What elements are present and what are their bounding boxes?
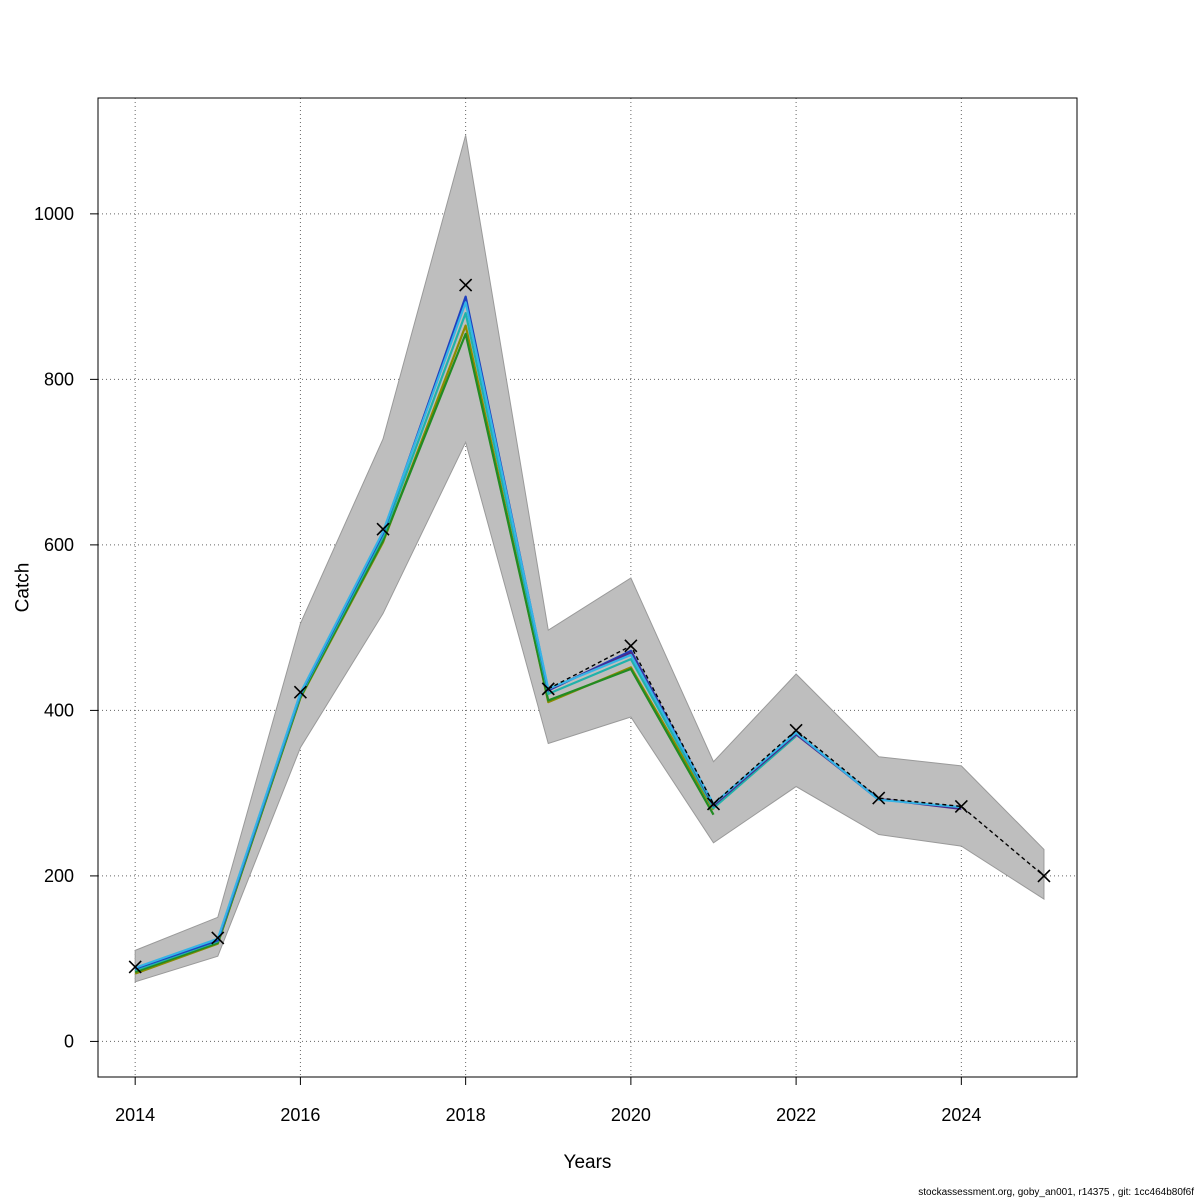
observed-point — [706, 797, 721, 811]
confidence-band-layer — [134, 135, 1045, 983]
y-axis: 0 200 400 600 800 1000 — [34, 204, 98, 1051]
confidence-band — [134, 135, 1045, 983]
observed-point — [128, 960, 142, 974]
grid-lines — [98, 98, 1077, 1077]
observed-point — [376, 522, 390, 536]
plot-frame — [97, 97, 1078, 1078]
observed-point — [293, 685, 307, 699]
observed-point — [624, 639, 638, 653]
footer-note: stockassessment.org, goby_an001, r14375 … — [918, 1187, 1194, 1198]
x-tick-label: 2022 — [776, 1105, 816, 1125]
observed-layer — [128, 278, 1051, 974]
x-axis-title: Years — [564, 1152, 612, 1173]
x-tick-label: 2024 — [941, 1105, 981, 1125]
x-axis: 2014 2016 2018 2020 2022 2024 — [115, 1077, 981, 1125]
observed-point — [1037, 869, 1051, 883]
x-tick-label: 2014 — [115, 1105, 155, 1125]
y-axis-title: Catch — [13, 563, 34, 613]
y-tick-label: 0 — [64, 1031, 74, 1051]
y-tick-label: 800 — [44, 369, 74, 389]
observed-point — [872, 791, 886, 805]
x-tick-label: 2020 — [611, 1105, 651, 1125]
observed-point — [954, 799, 968, 813]
x-tick-label: 2018 — [446, 1105, 486, 1125]
x-tick-label: 2016 — [280, 1105, 320, 1125]
observed-point — [211, 931, 225, 945]
y-tick-label: 200 — [44, 866, 74, 886]
observed-point — [459, 278, 473, 292]
observed-point — [541, 682, 555, 696]
y-tick-label: 400 — [44, 700, 74, 720]
y-tick-label: 600 — [44, 535, 74, 555]
observed-point — [789, 723, 803, 737]
y-tick-label: 1000 — [34, 204, 74, 224]
